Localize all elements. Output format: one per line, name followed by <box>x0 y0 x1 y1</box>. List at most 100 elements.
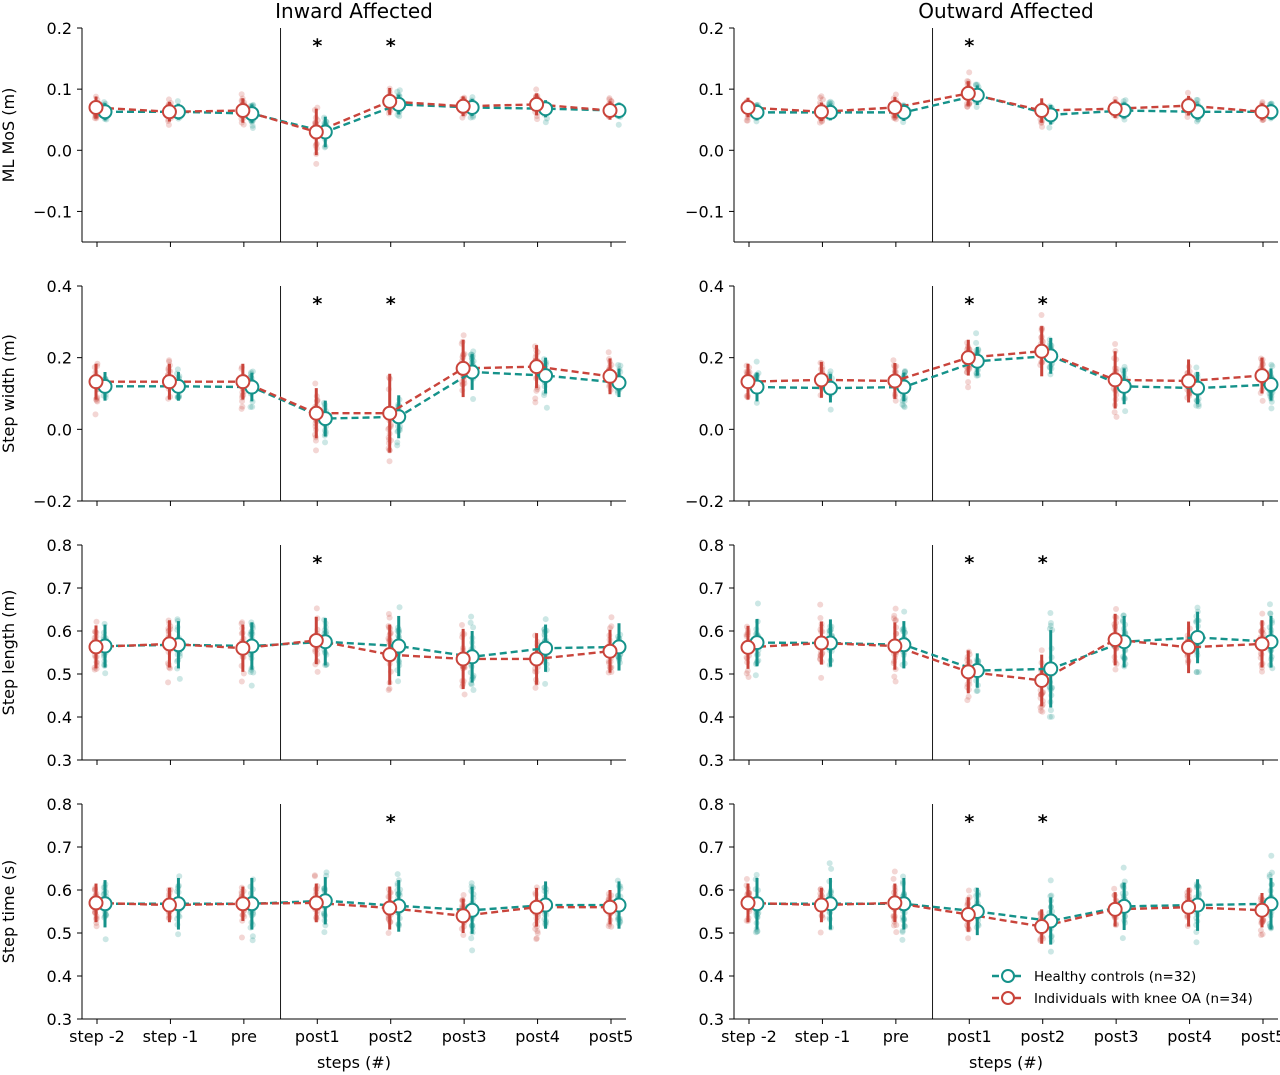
individual-point-oa <box>818 93 825 100</box>
individual-point-control <box>1194 604 1201 611</box>
significance-star: * <box>1038 811 1048 833</box>
individual-point-oa <box>743 117 750 124</box>
mean-point-control <box>1263 377 1279 393</box>
individual-point-control <box>249 125 256 132</box>
panel-r2-c1: 0.8 0.7 0.6 0.5 0.4 0.3 * * <box>699 536 1279 770</box>
mean-point-oa <box>235 103 251 119</box>
individual-point-oa <box>93 923 100 930</box>
individual-point-oa <box>605 923 612 930</box>
y-tick-label: −0.1 <box>685 202 724 221</box>
individual-point-oa <box>239 619 246 626</box>
individual-point-control <box>394 439 401 446</box>
series-line-oa <box>747 92 1263 113</box>
individual-point-control <box>467 114 474 121</box>
individual-point-control <box>470 624 477 631</box>
individual-point-control <box>395 678 402 685</box>
individual-point-oa <box>1038 311 1045 318</box>
individual-point-control <box>470 396 477 403</box>
mean-point-oa <box>1107 372 1123 388</box>
x-tick-label: post2 <box>368 1027 413 1046</box>
mean-point-oa <box>602 643 618 659</box>
individual-point-control <box>1193 939 1200 946</box>
x-tick-label: step -1 <box>143 1027 199 1046</box>
individual-point-control <box>1193 669 1200 676</box>
legend-marker-control <box>1001 969 1015 983</box>
individual-point-control <box>1193 668 1200 675</box>
mean-point-oa <box>1181 373 1197 389</box>
individual-point-oa <box>965 693 972 700</box>
significance-star: * <box>386 293 396 315</box>
individual-point-control <box>396 87 403 94</box>
individual-point-control <box>1122 408 1129 415</box>
y-tick-label: 0.1 <box>699 80 724 99</box>
mean-point-oa <box>455 908 471 924</box>
y-tick-label: 0.3 <box>699 751 724 770</box>
y-axis-label: ML MoS (m) <box>0 88 18 183</box>
x-tick-label: post2 <box>1020 1027 1065 1046</box>
individual-point-control <box>542 616 549 623</box>
individual-point-control <box>542 119 549 126</box>
mean-point-oa <box>161 104 177 120</box>
individual-point-oa <box>533 936 540 943</box>
series-line-oa <box>95 639 611 661</box>
mean-point-oa <box>161 636 177 652</box>
individual-point-oa <box>460 931 467 938</box>
x-tick-label: post3 <box>442 1027 487 1046</box>
y-tick-label: 0.4 <box>699 708 724 727</box>
individual-point-control <box>250 669 257 676</box>
y-tick-label: 0.3 <box>699 1010 724 1029</box>
mean-point-oa <box>740 99 756 115</box>
individual-point-oa <box>817 601 824 608</box>
individual-point-control <box>541 392 548 399</box>
individual-point-oa <box>1112 666 1119 673</box>
individual-point-oa <box>534 930 541 937</box>
individual-point-oa <box>1112 341 1119 348</box>
x-tick-label: post5 <box>1241 1027 1280 1046</box>
individual-point-control <box>322 439 329 446</box>
individual-point-control <box>1193 118 1200 125</box>
y-tick-label: 0.5 <box>699 924 724 943</box>
individual-point-control <box>249 937 256 944</box>
y-tick-label: 0.4 <box>47 277 72 296</box>
individual-point-control <box>102 670 109 677</box>
mean-point-oa <box>1034 343 1050 359</box>
individual-point-control <box>973 330 980 337</box>
individual-point-oa <box>313 605 320 612</box>
individual-point-control <box>1047 948 1054 955</box>
mean-point-oa <box>602 368 618 384</box>
mean-point-oa <box>235 374 251 390</box>
mean-point-oa <box>382 647 398 663</box>
individual-point-oa <box>386 685 393 692</box>
y-tick-label: 0.7 <box>47 838 72 857</box>
mean-point-oa <box>813 897 829 913</box>
mean-point-control <box>538 368 554 384</box>
significance-star: * <box>1038 552 1048 574</box>
mean-point-oa <box>813 372 829 388</box>
individual-point-oa <box>532 925 539 932</box>
mean-point-oa <box>602 899 618 915</box>
mean-point-oa <box>529 899 545 915</box>
individual-point-oa <box>817 929 824 936</box>
y-tick-label: −0.2 <box>33 492 72 511</box>
y-tick-label: 0.0 <box>699 141 724 160</box>
x-tick-label: post4 <box>1167 1027 1212 1046</box>
individual-point-control <box>249 122 256 129</box>
individual-point-oa <box>386 614 393 621</box>
individual-point-control <box>1121 363 1128 370</box>
individual-point-control <box>752 929 759 936</box>
individual-point-control <box>901 608 908 615</box>
individual-point-oa <box>892 605 899 612</box>
y-axis-label: Step width (m) <box>0 334 18 453</box>
mean-point-oa <box>813 104 829 120</box>
mean-point-oa <box>308 124 324 140</box>
individual-point-control <box>174 616 181 623</box>
mean-point-oa <box>88 374 104 390</box>
mean-point-oa <box>529 96 545 112</box>
individual-point-oa <box>892 91 899 98</box>
mean-point-oa <box>308 632 324 648</box>
y-tick-label: 0.5 <box>47 665 72 684</box>
individual-point-oa <box>892 617 899 624</box>
individual-point-control <box>247 404 254 411</box>
individual-point-oa <box>891 612 898 619</box>
mean-point-control <box>1190 629 1206 645</box>
